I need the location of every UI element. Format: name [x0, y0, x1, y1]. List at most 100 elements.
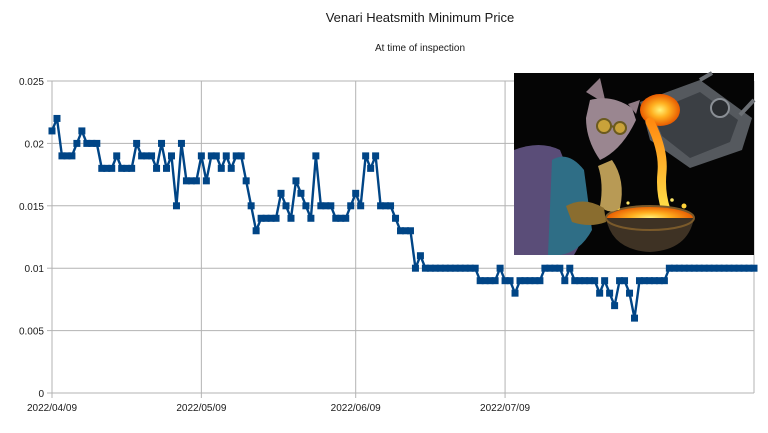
data-point: [635, 277, 643, 285]
data-point: [680, 264, 688, 272]
data-point: [466, 264, 474, 272]
y-tick-label: 0.005: [19, 327, 44, 338]
data-point: [163, 164, 171, 172]
data-point: [222, 152, 230, 160]
data-point: [247, 202, 255, 210]
data-point: [187, 177, 195, 185]
data-point: [655, 277, 663, 285]
data-point: [571, 277, 579, 285]
data-point: [596, 289, 604, 297]
data-point: [665, 264, 673, 272]
data-point: [631, 314, 639, 322]
data-point: [307, 214, 315, 222]
data-point: [491, 277, 499, 285]
data-point: [700, 264, 708, 272]
data-point: [167, 152, 175, 160]
data-point: [118, 164, 126, 172]
data-point: [367, 164, 375, 172]
data-point: [202, 177, 210, 185]
data-point: [347, 202, 355, 210]
data-point: [227, 164, 235, 172]
data-point: [715, 264, 723, 272]
data-point: [257, 214, 265, 222]
data-point: [496, 264, 504, 272]
data-point: [78, 127, 86, 135]
data-point: [217, 164, 225, 172]
data-point: [446, 264, 454, 272]
x-tick-label: 2022/04/09: [27, 403, 77, 414]
data-point: [48, 127, 56, 135]
data-point: [182, 177, 190, 185]
data-point: [436, 264, 444, 272]
data-point: [287, 214, 295, 222]
data-point: [93, 139, 101, 147]
data-point: [192, 177, 200, 185]
data-point: [591, 277, 599, 285]
data-point: [302, 202, 310, 210]
data-point: [536, 277, 544, 285]
data-point: [481, 277, 489, 285]
data-point: [401, 227, 409, 235]
data-point: [382, 202, 390, 210]
data-point: [511, 289, 519, 297]
data-point: [272, 214, 280, 222]
data-point: [177, 139, 185, 147]
data-point: [710, 264, 718, 272]
data-point: [421, 264, 429, 272]
data-point: [521, 277, 529, 285]
data-point: [675, 264, 683, 272]
data-point: [207, 152, 215, 160]
data-point: [621, 277, 629, 285]
data-point: [88, 139, 96, 147]
data-point: [327, 202, 335, 210]
data-point: [237, 152, 245, 160]
data-point: [670, 264, 678, 272]
data-point: [357, 202, 365, 210]
data-point: [581, 277, 589, 285]
creature-figure: [514, 78, 640, 255]
y-tick-label: 0.025: [19, 77, 44, 88]
data-point: [541, 264, 549, 272]
y-tick-label: 0.015: [19, 202, 44, 213]
mold-bowl-icon: [605, 198, 695, 252]
data-point: [606, 289, 614, 297]
price-series: [48, 114, 758, 322]
data-point: [685, 264, 693, 272]
y-tick-label: 0.01: [25, 264, 45, 275]
data-point: [566, 264, 574, 272]
data-point: [242, 177, 250, 185]
data-point: [411, 264, 419, 272]
data-point: [98, 164, 106, 172]
x-tick-label: 2022/05/09: [176, 403, 226, 414]
data-point: [750, 264, 758, 272]
data-point: [650, 277, 658, 285]
data-point: [262, 214, 270, 222]
data-point: [431, 264, 439, 272]
data-point: [342, 214, 350, 222]
data-point: [626, 289, 634, 297]
data-point: [695, 264, 703, 272]
data-point: [312, 152, 320, 160]
data-point: [133, 139, 141, 147]
data-point: [501, 277, 509, 285]
data-point: [556, 264, 564, 272]
data-point: [416, 252, 424, 260]
data-point: [128, 164, 136, 172]
data-point: [212, 152, 220, 160]
data-point: [108, 164, 116, 172]
data-point: [58, 152, 66, 160]
data-point: [601, 277, 609, 285]
data-point: [103, 164, 111, 172]
data-point: [123, 164, 131, 172]
data-point: [392, 214, 400, 222]
data-point: [83, 139, 91, 147]
data-point: [640, 277, 648, 285]
x-tick-label: 2022/06/09: [331, 403, 381, 414]
y-tick-label: 0.02: [25, 139, 45, 150]
data-point: [471, 264, 479, 272]
data-point: [745, 264, 753, 272]
data-point: [277, 189, 285, 197]
data-point: [53, 114, 61, 122]
data-point: [322, 202, 330, 210]
